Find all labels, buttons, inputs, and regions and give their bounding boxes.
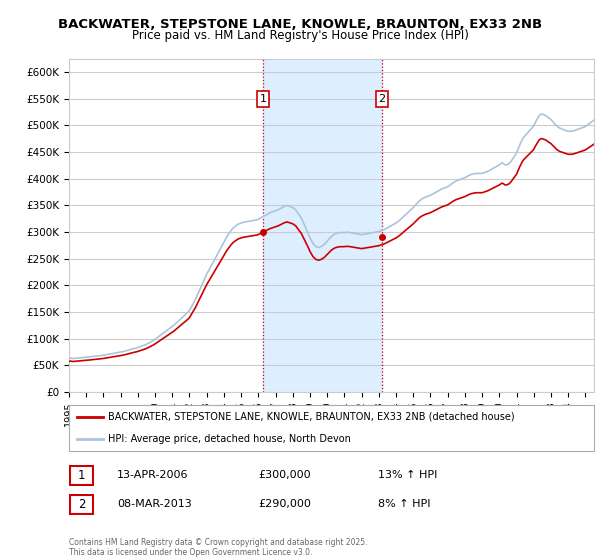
Bar xyxy=(263,59,382,392)
Text: 13-APR-2006: 13-APR-2006 xyxy=(117,470,188,480)
Text: HPI: Average price, detached house, North Devon: HPI: Average price, detached house, Nort… xyxy=(109,434,351,444)
Text: 2: 2 xyxy=(78,498,85,511)
Text: 8% ↑ HPI: 8% ↑ HPI xyxy=(378,499,431,509)
Text: 1: 1 xyxy=(260,94,266,104)
Text: BACKWATER, STEPSTONE LANE, KNOWLE, BRAUNTON, EX33 2NB: BACKWATER, STEPSTONE LANE, KNOWLE, BRAUN… xyxy=(58,18,542,31)
Text: 13% ↑ HPI: 13% ↑ HPI xyxy=(378,470,437,480)
FancyBboxPatch shape xyxy=(70,466,93,485)
Text: £300,000: £300,000 xyxy=(258,470,311,480)
Text: 2: 2 xyxy=(379,94,385,104)
FancyBboxPatch shape xyxy=(69,405,594,451)
Text: Price paid vs. HM Land Registry's House Price Index (HPI): Price paid vs. HM Land Registry's House … xyxy=(131,29,469,42)
Text: 08-MAR-2013: 08-MAR-2013 xyxy=(117,499,192,509)
Text: 1: 1 xyxy=(78,469,85,482)
Text: £290,000: £290,000 xyxy=(258,499,311,509)
Text: Contains HM Land Registry data © Crown copyright and database right 2025.
This d: Contains HM Land Registry data © Crown c… xyxy=(69,538,367,557)
FancyBboxPatch shape xyxy=(70,495,93,514)
Text: BACKWATER, STEPSTONE LANE, KNOWLE, BRAUNTON, EX33 2NB (detached house): BACKWATER, STEPSTONE LANE, KNOWLE, BRAUN… xyxy=(109,412,515,422)
